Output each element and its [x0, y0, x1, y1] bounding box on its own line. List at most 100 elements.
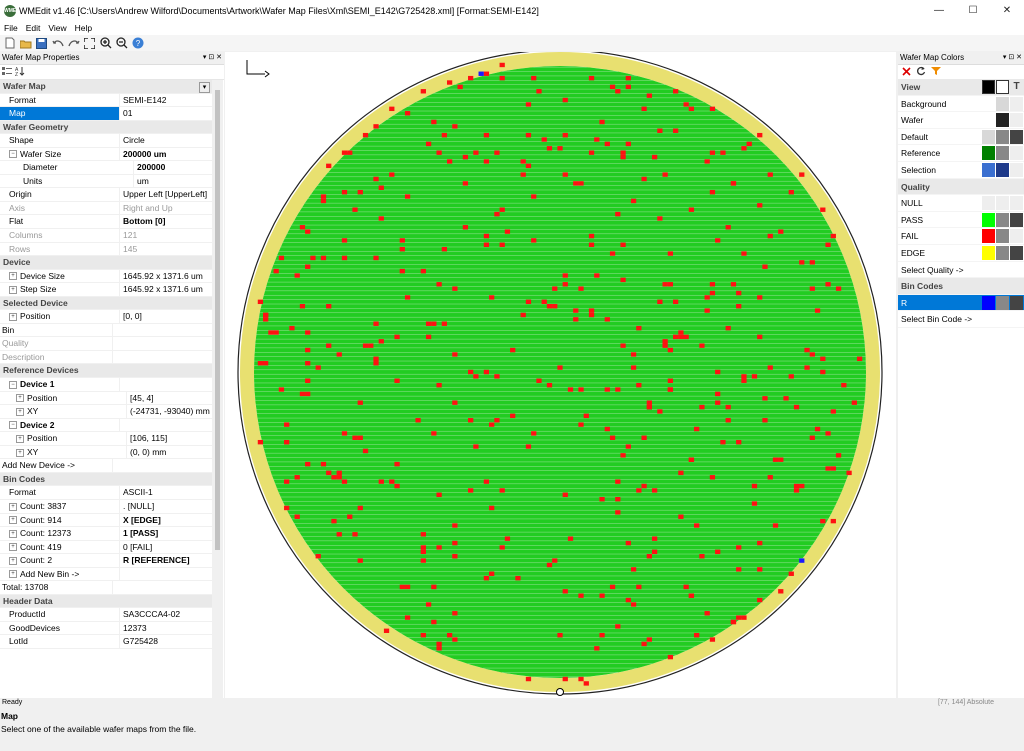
property-value[interactable]	[112, 337, 212, 350]
fail-die[interactable]	[389, 172, 395, 177]
property-value[interactable]: Right and Up	[119, 201, 212, 215]
color-swatch[interactable]	[982, 146, 995, 161]
fail-die[interactable]	[757, 597, 763, 603]
reference-die[interactable]	[799, 558, 805, 563]
fail-die[interactable]	[341, 189, 348, 195]
fail-die[interactable]	[657, 216, 663, 221]
fail-die[interactable]	[657, 128, 663, 133]
fail-die[interactable]	[525, 444, 532, 449]
redo-icon[interactable]	[67, 37, 80, 50]
fail-die[interactable]	[620, 277, 626, 283]
expand-icon[interactable]: +	[9, 516, 17, 525]
fail-die[interactable]	[609, 584, 616, 590]
color-swatch[interactable]	[982, 229, 995, 244]
property-value[interactable]: X [EDGE]	[119, 513, 212, 527]
property-row[interactable]: + Add New Bin ->	[0, 567, 212, 582]
color-category[interactable]: View T	[898, 79, 1024, 96]
fail-die[interactable]	[578, 676, 584, 682]
fail-die[interactable]	[741, 251, 747, 256]
fail-die[interactable]	[420, 558, 426, 563]
fail-die[interactable]	[284, 439, 290, 445]
fail-die[interactable]	[646, 637, 652, 642]
fail-die[interactable]	[525, 132, 532, 138]
fail-die[interactable]	[394, 461, 400, 467]
property-value[interactable]: [106, 115]	[126, 432, 212, 445]
fail-die[interactable]	[641, 435, 647, 440]
fail-die[interactable]	[762, 418, 768, 423]
fail-die[interactable]	[452, 554, 458, 559]
fail-die[interactable]	[352, 207, 358, 212]
fail-die[interactable]	[341, 431, 348, 436]
property-row[interactable]: + XY (-24731, -93040) mm	[0, 405, 212, 419]
fail-die[interactable]	[641, 106, 647, 112]
fail-die[interactable]	[730, 619, 737, 625]
color-row[interactable]: R	[898, 294, 1024, 312]
fail-die[interactable]	[699, 554, 705, 559]
fail-die[interactable]	[715, 369, 721, 375]
fail-die[interactable]	[809, 286, 815, 291]
fail-die[interactable]	[284, 422, 290, 427]
fail-die[interactable]	[446, 159, 453, 164]
fail-die[interactable]	[468, 75, 474, 81]
fail-die[interactable]	[573, 308, 579, 313]
property-row[interactable]: − Device 1	[0, 378, 212, 392]
fail-die[interactable]	[373, 321, 379, 326]
property-row[interactable]: + Count: 914 X [EDGE]	[0, 513, 212, 528]
fail-die[interactable]	[746, 141, 752, 147]
property-grid[interactable]: Wafer Map Format SEMI-E142 Map 01 ▾ Wafer Geom…	[0, 80, 212, 704]
property-row[interactable]: + Step Size 1645.92 x 1371.6 um	[0, 283, 212, 297]
fail-die[interactable]	[404, 194, 411, 199]
color-swatch[interactable]	[1010, 129, 1023, 144]
fail-die[interactable]	[704, 159, 710, 164]
fail-die[interactable]	[578, 422, 584, 427]
fail-die[interactable]	[594, 137, 600, 142]
fail-die[interactable]	[625, 444, 631, 449]
fail-die[interactable]	[483, 233, 490, 239]
fail-die[interactable]	[646, 93, 652, 98]
wafer-map-svg[interactable]	[225, 49, 896, 698]
property-value[interactable]: 01	[119, 107, 212, 120]
color-row[interactable]: PASS	[898, 212, 1024, 229]
property-value[interactable]	[112, 350, 212, 364]
property-category[interactable]: Wafer Map	[0, 80, 212, 94]
property-value[interactable]: 200000	[133, 161, 212, 174]
fail-die[interactable]	[278, 387, 285, 392]
fail-die[interactable]	[420, 268, 426, 274]
fail-die[interactable]	[715, 549, 721, 555]
fail-die[interactable]	[736, 290, 742, 296]
fail-die[interactable]	[578, 181, 584, 186]
fail-die[interactable]	[814, 308, 821, 313]
property-row[interactable]: + Count: 3837. [NULL]	[0, 499, 212, 514]
fail-die[interactable]	[515, 575, 521, 581]
fail-die[interactable]	[778, 457, 784, 462]
color-row[interactable]: Selection	[898, 162, 1024, 179]
fail-die[interactable]	[620, 453, 626, 458]
fail-die[interactable]	[473, 150, 479, 155]
fail-die[interactable]	[683, 102, 689, 107]
fail-die[interactable]	[736, 439, 742, 445]
fail-die[interactable]	[305, 461, 311, 467]
open-folder-icon[interactable]	[19, 37, 32, 50]
color-swatch[interactable]	[982, 245, 995, 260]
fail-die[interactable]	[268, 330, 274, 335]
fail-die[interactable]	[604, 387, 610, 392]
fail-die[interactable]	[814, 426, 821, 432]
fail-die[interactable]	[778, 229, 784, 234]
color-swatch[interactable]	[996, 196, 1009, 211]
fail-die[interactable]	[709, 106, 716, 112]
fail-die[interactable]	[489, 505, 495, 511]
maximize-button[interactable]: ☐	[968, 5, 978, 16]
fail-die[interactable]	[725, 404, 731, 410]
color-swatch[interactable]	[1010, 146, 1023, 161]
fail-die[interactable]	[284, 479, 290, 484]
property-row[interactable]: Axis Right and Up	[0, 201, 212, 216]
property-row[interactable]: Format SEMI-E142	[0, 93, 212, 108]
fail-die[interactable]	[772, 457, 779, 462]
fail-die[interactable]	[347, 150, 353, 155]
color-row[interactable]: Background	[898, 96, 1024, 113]
expand-icon[interactable]: +	[9, 313, 17, 322]
color-row[interactable]: Reference	[898, 145, 1024, 162]
fail-die[interactable]	[793, 488, 800, 493]
fail-die[interactable]	[651, 154, 658, 160]
